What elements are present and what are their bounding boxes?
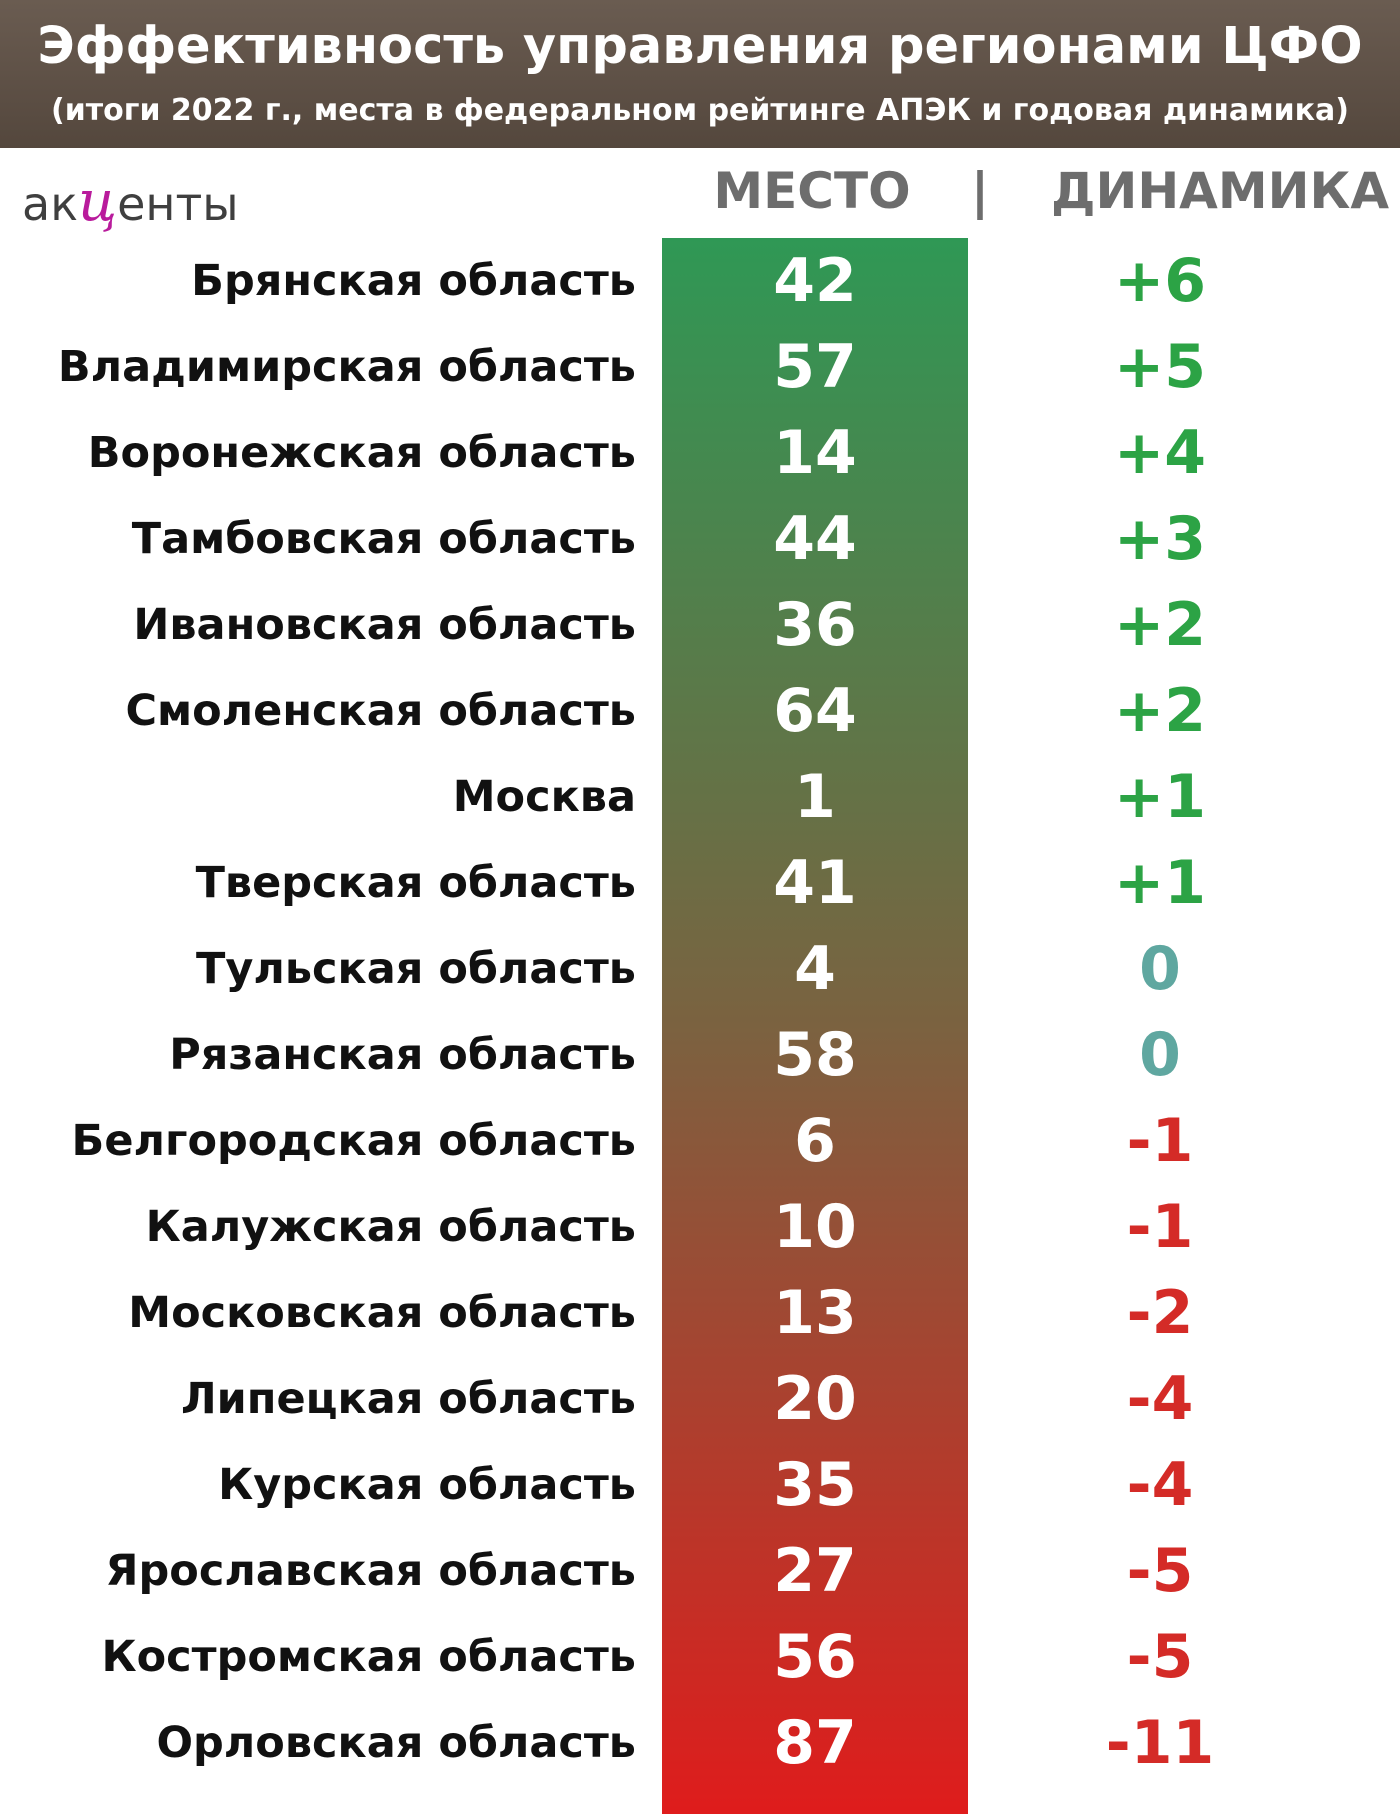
rank-dynamics: -5 [1126,1622,1194,1692]
rank-place: 36 [773,590,857,660]
page-subtitle: (итоги 2022 г., места в федеральном рейт… [51,93,1349,128]
region-name: Брянская область [191,256,636,306]
table-row: Костромская область 56 -5 [0,1614,1400,1700]
region-name: Костромская область [101,1632,636,1682]
table-row: Москва 1 +1 [0,754,1400,840]
table-row: Владимирская область 57 +5 [0,324,1400,410]
rank-dynamics: -4 [1126,1450,1194,1520]
header-banner: Эффективность управления регионами ЦФО (… [0,0,1400,148]
rank-dynamics: +1 [1113,762,1207,832]
column-header-dynamics: ДИНАМИКА [1050,162,1390,220]
rank-place: 41 [773,848,857,918]
rank-dynamics: -5 [1126,1536,1194,1606]
rank-place: 10 [773,1192,857,1262]
table-row: Воронежская область 14 +4 [0,410,1400,496]
rank-dynamics: -2 [1126,1278,1194,1348]
rank-dynamics: +2 [1113,590,1207,660]
table-row: Белгородская область 6 -1 [0,1098,1400,1184]
rank-place: 4 [794,934,836,1004]
rank-place: 57 [773,332,857,402]
ranking-table: Брянская область 42 +6 Владимирская область… [0,238,1400,1786]
rank-dynamics: +2 [1113,676,1207,746]
logo-text-left: ак [22,177,78,231]
logo-text-right: енты [117,177,239,231]
region-name: Ярославская область [105,1546,636,1596]
table-row: Рязанская область 58 0 [0,1012,1400,1098]
rank-place: 64 [773,676,857,746]
region-name: Московская область [128,1288,636,1338]
rank-dynamics: +4 [1113,418,1207,488]
region-name: Тульская область [196,944,636,994]
rank-dynamics: 0 [1139,934,1181,1004]
page-title: Эффективность управления регионами ЦФО [37,17,1363,76]
rank-dynamics: +5 [1113,332,1207,402]
rank-dynamics: 0 [1139,1020,1181,1090]
table-row: Тамбовская область 44 +3 [0,496,1400,582]
rank-place: 13 [773,1278,857,1348]
rank-place: 14 [773,418,857,488]
column-header-separator: | [970,162,990,220]
table-row: Ивановская область 36 +2 [0,582,1400,668]
rank-dynamics: -1 [1126,1106,1194,1176]
region-name: Ивановская область [133,600,636,650]
logo-text-mid: ц [77,169,118,234]
rank-dynamics: -1 [1126,1192,1194,1262]
rank-place: 58 [773,1020,857,1090]
table-row: Смоленская область 64 +2 [0,668,1400,754]
rank-place: 20 [773,1364,857,1434]
rank-gradient-bar [662,238,968,1814]
region-name: Москва [452,772,636,822]
region-name: Тверская область [195,858,636,908]
region-name: Тамбовская область [131,514,636,564]
rank-place: 44 [773,504,857,574]
region-name: Калужская область [145,1202,636,1252]
table-row: Липецкая область 20 -4 [0,1356,1400,1442]
region-name: Липецкая область [180,1374,636,1424]
rank-place: 42 [773,246,857,316]
table-row: Брянская область 42 +6 [0,238,1400,324]
table-row: Тульская область 4 0 [0,926,1400,1012]
rank-place: 27 [773,1536,857,1606]
rank-dynamics: +6 [1113,246,1207,316]
region-name: Смоленская область [125,686,636,736]
table-row: Тверская область 41 +1 [0,840,1400,926]
table-row: Калужская область 10 -1 [0,1184,1400,1270]
table-row: Московская область 13 -2 [0,1270,1400,1356]
rank-place: 56 [773,1622,857,1692]
rank-place: 6 [794,1106,836,1176]
rank-place: 87 [773,1708,857,1778]
region-name: Орловская область [156,1718,636,1768]
rank-place: 1 [794,762,836,832]
region-name: Воронежская область [87,428,636,478]
rank-place: 35 [773,1450,857,1520]
region-name: Владимирская область [57,342,636,392]
table-row: Ярославская область 27 -5 [0,1528,1400,1614]
region-name: Белгородская область [71,1116,636,1166]
rank-dynamics: -4 [1126,1364,1194,1434]
region-name: Рязанская область [169,1030,636,1080]
rank-dynamics: +1 [1113,848,1207,918]
region-name: Курская область [218,1460,636,1510]
column-header-place: МЕСТО [713,162,911,220]
table-row: Орловская область 87 -11 [0,1700,1400,1786]
brand-logo: акценты [22,172,239,232]
rank-dynamics: +3 [1113,504,1207,574]
table-row: Курская область 35 -4 [0,1442,1400,1528]
rank-dynamics: -11 [1105,1708,1215,1778]
